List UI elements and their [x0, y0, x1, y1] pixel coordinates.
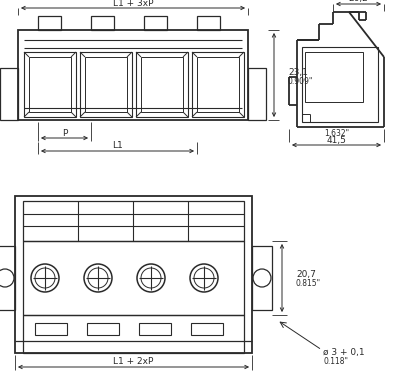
Text: P: P: [62, 128, 67, 138]
Bar: [139, 323, 171, 335]
Bar: [305, 52, 363, 102]
Text: L1 + 3xP: L1 + 3xP: [113, 0, 153, 7]
Bar: [35, 323, 67, 335]
Bar: [24, 52, 76, 117]
Bar: [197, 16, 220, 30]
Bar: [23, 315, 244, 353]
Bar: [29, 57, 71, 112]
Text: 0.815": 0.815": [296, 279, 321, 289]
Text: 20,7: 20,7: [296, 269, 316, 279]
Bar: [80, 52, 132, 117]
Bar: [18, 30, 248, 120]
Text: 41,5: 41,5: [326, 135, 346, 144]
Bar: [144, 16, 167, 30]
Bar: [23, 201, 244, 241]
Bar: [91, 16, 114, 30]
Bar: [23, 241, 244, 315]
Bar: [87, 323, 119, 335]
Bar: [197, 57, 239, 112]
Bar: [15, 196, 252, 353]
Text: 0.909": 0.909": [288, 76, 313, 85]
Text: L1 + 2xP: L1 + 2xP: [113, 358, 154, 367]
Bar: [38, 16, 61, 30]
Bar: [85, 57, 127, 112]
Text: ø 3 + 0,1: ø 3 + 0,1: [323, 348, 365, 357]
Text: 0.118": 0.118": [323, 358, 348, 367]
Text: L1: L1: [112, 141, 123, 151]
Bar: [0, 68, 18, 120]
Bar: [252, 246, 272, 310]
Bar: [248, 68, 266, 120]
Bar: [141, 57, 183, 112]
Bar: [302, 47, 378, 122]
Bar: [0, 246, 15, 310]
Bar: [136, 52, 188, 117]
Bar: [192, 52, 244, 117]
Bar: [191, 323, 223, 335]
Text: 23,1: 23,1: [288, 68, 308, 76]
Text: 26,2: 26,2: [349, 0, 368, 3]
Text: 1.632": 1.632": [324, 128, 349, 138]
